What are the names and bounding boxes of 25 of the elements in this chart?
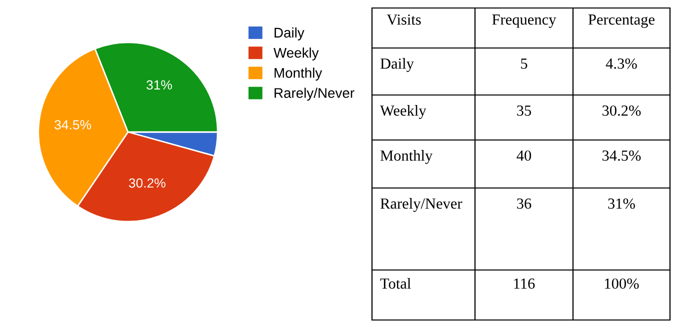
text: Percentage — [588, 14, 654, 28]
category-label: Daily — [380, 58, 414, 72]
text: 36 — [517, 198, 532, 209]
text: 40 — [516, 150, 532, 161]
data-label: 31% — [146, 80, 172, 90]
text: Visits — [386, 14, 421, 25]
text: 35 — [517, 105, 532, 116]
text: 5 — [521, 58, 528, 69]
data-label: 30.2% — [128, 178, 166, 188]
text: 4.3% — [606, 58, 637, 69]
text: Total — [380, 278, 411, 289]
text: 100% — [605, 278, 639, 289]
legend-label: Monthly — [274, 68, 322, 81]
category-label: Monthly — [380, 150, 433, 164]
legend-label: Rarely/Never — [274, 88, 354, 101]
text: 34.5% — [602, 150, 641, 161]
text: 30.2% — [602, 105, 641, 116]
data-label: 34.5% — [54, 120, 92, 130]
text: 116 — [514, 278, 535, 289]
text: 31% — [608, 198, 635, 209]
category-label: Weekly — [380, 105, 426, 119]
text: Frequency — [492, 14, 556, 28]
legend-label: Weekly — [274, 48, 319, 60]
legend-label: Daily — [274, 27, 304, 40]
category-label: Rarely/Never — [380, 198, 462, 212]
